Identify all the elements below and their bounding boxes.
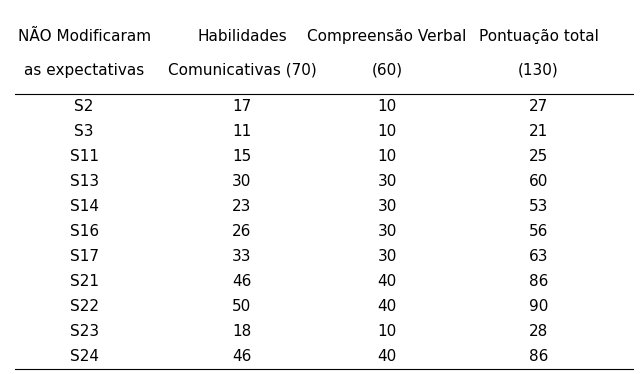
Text: 60: 60 (529, 174, 548, 189)
Text: S16: S16 (69, 224, 99, 239)
Text: 86: 86 (529, 349, 548, 364)
Text: 23: 23 (232, 199, 252, 214)
Text: 27: 27 (529, 99, 548, 114)
Text: (60): (60) (372, 62, 403, 77)
Text: 46: 46 (232, 349, 252, 364)
Text: 86: 86 (529, 274, 548, 289)
Text: S3: S3 (74, 124, 94, 139)
Text: Habilidades: Habilidades (197, 29, 287, 44)
Text: S14: S14 (70, 199, 99, 214)
Text: 30: 30 (232, 174, 252, 189)
Text: S11: S11 (70, 149, 99, 164)
Text: 90: 90 (529, 299, 548, 314)
Text: S21: S21 (70, 274, 99, 289)
Text: 46: 46 (232, 274, 252, 289)
Text: S23: S23 (69, 324, 99, 339)
Text: 40: 40 (378, 349, 397, 364)
Text: 11: 11 (232, 124, 251, 139)
Text: 56: 56 (529, 224, 548, 239)
Text: 25: 25 (529, 149, 548, 164)
Text: 10: 10 (378, 324, 397, 339)
Text: 33: 33 (232, 249, 252, 264)
Text: 18: 18 (232, 324, 251, 339)
Text: S13: S13 (69, 174, 99, 189)
Text: 17: 17 (232, 99, 251, 114)
Text: as expectativas: as expectativas (24, 62, 144, 77)
Text: (130): (130) (518, 62, 559, 77)
Text: Compreensão Verbal: Compreensão Verbal (308, 29, 467, 44)
Text: 40: 40 (378, 299, 397, 314)
Text: 21: 21 (529, 124, 548, 139)
Text: 10: 10 (378, 99, 397, 114)
Text: 30: 30 (378, 199, 397, 214)
Text: 10: 10 (378, 124, 397, 139)
Text: 28: 28 (529, 324, 548, 339)
Text: S17: S17 (70, 249, 99, 264)
Text: 30: 30 (378, 174, 397, 189)
Text: 40: 40 (378, 274, 397, 289)
Text: 30: 30 (378, 224, 397, 239)
Text: S2: S2 (74, 99, 94, 114)
Text: Pontuação total: Pontuação total (479, 29, 599, 44)
Text: S24: S24 (70, 349, 99, 364)
Text: NÃO Modificaram: NÃO Modificaram (17, 29, 151, 44)
Text: S22: S22 (70, 299, 99, 314)
Text: 30: 30 (378, 249, 397, 264)
Text: 63: 63 (529, 249, 548, 264)
Text: 10: 10 (378, 149, 397, 164)
Text: 50: 50 (232, 299, 251, 314)
Text: 26: 26 (232, 224, 252, 239)
Text: 15: 15 (232, 149, 251, 164)
Text: Comunicativas (70): Comunicativas (70) (167, 62, 316, 77)
Text: 53: 53 (529, 199, 548, 214)
